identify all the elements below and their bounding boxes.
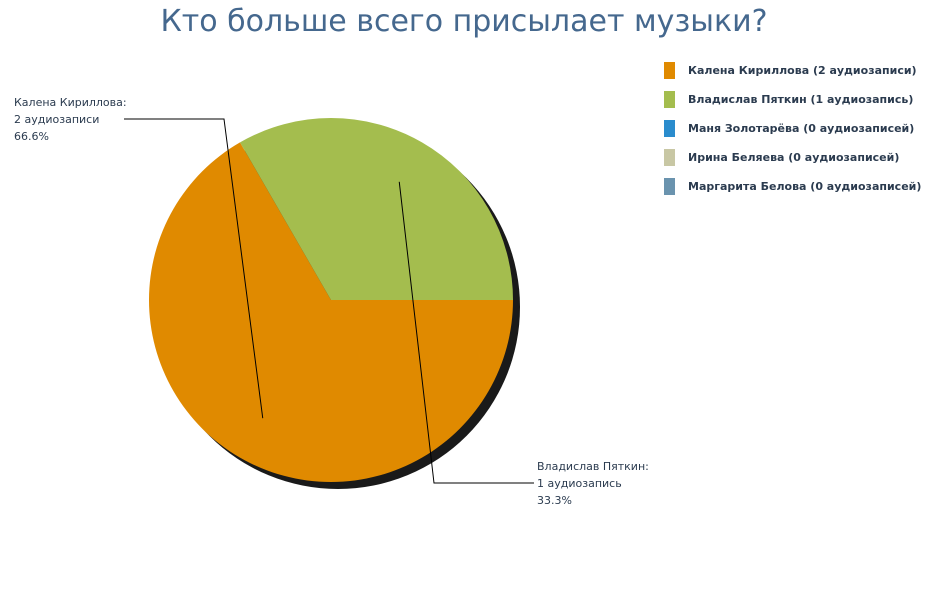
legend-item-vladislav[interactable]: Владислав Пяткин (1 аудиозапись) xyxy=(664,91,921,120)
callout-name: Владислав Пяткин: xyxy=(537,460,649,473)
legend: Калена Кириллова (2 аудиозаписи) Владисл… xyxy=(664,62,921,207)
legend-item-kalena[interactable]: Калена Кириллова (2 аудиозаписи) xyxy=(664,62,921,91)
legend-swatch xyxy=(664,62,675,79)
slice-callout-vladislav: Владислав Пяткин: 1 аудиозапись 33.3% xyxy=(537,458,649,509)
legend-label: Маня Золотарёва (0 аудиозаписей) xyxy=(688,122,915,135)
legend-label: Владислав Пяткин (1 аудиозапись) xyxy=(688,93,914,106)
callout-name: Калена Кириллова: xyxy=(14,96,127,109)
legend-label: Ирина Беляева (0 аудиозаписей) xyxy=(688,151,900,164)
legend-label: Маргарита Белова (0 аудиозаписей) xyxy=(688,180,922,193)
legend-label: Калена Кириллова (2 аудиозаписи) xyxy=(688,64,917,77)
callout-percent: 33.3% xyxy=(537,494,572,507)
slice-callout-kalena: Калена Кириллова: 2 аудиозаписи 66.6% xyxy=(14,94,127,145)
chart-title: Кто больше всего присылает музыки? xyxy=(160,4,768,39)
legend-swatch xyxy=(664,91,675,108)
callout-count: 2 аудиозаписи xyxy=(14,113,100,126)
legend-swatch xyxy=(664,120,675,137)
legend-item-margarita[interactable]: Маргарита Белова (0 аудиозаписей) xyxy=(664,178,921,207)
legend-swatch xyxy=(664,178,675,195)
pie-slice-1[interactable] xyxy=(240,117,513,301)
legend-swatch xyxy=(664,149,675,166)
callout-percent: 66.6% xyxy=(14,130,49,143)
legend-item-manya[interactable]: Маня Золотарёва (0 аудиозаписей) xyxy=(664,120,921,149)
leader-line-0 xyxy=(124,118,264,419)
callout-count: 1 аудиозапись xyxy=(537,477,622,490)
legend-item-irina[interactable]: Ирина Беляева (0 аудиозаписей) xyxy=(664,149,921,178)
leader-line-1 xyxy=(398,181,534,484)
pie-slice-0[interactable] xyxy=(149,142,513,482)
